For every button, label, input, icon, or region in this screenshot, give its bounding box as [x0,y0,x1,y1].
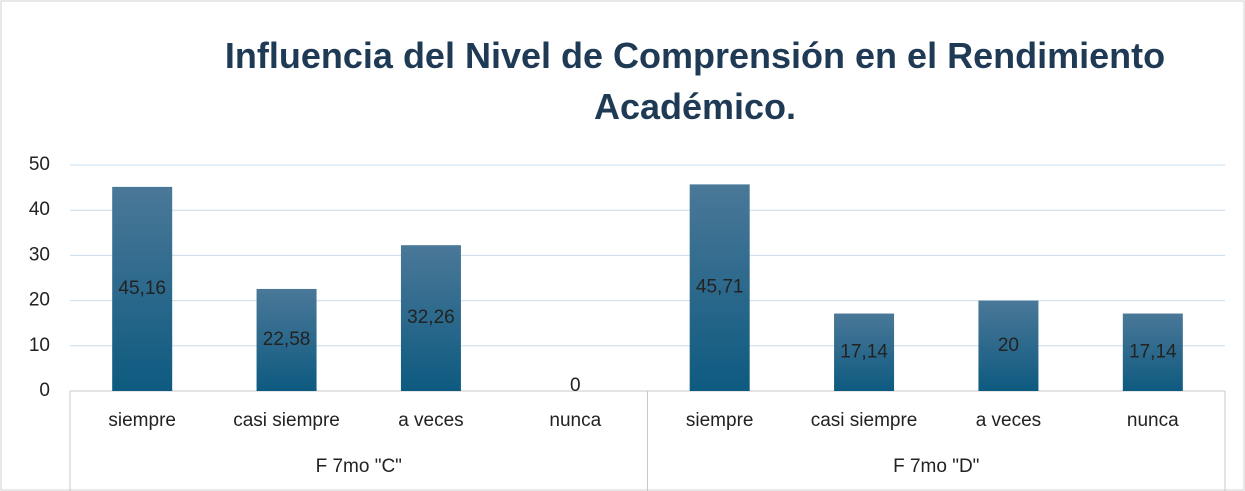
data-label: 17,14 [1129,341,1177,362]
chart-title: Influencia del Nivel de Comprensión en e… [224,35,1166,127]
x-tick-label: nunca [549,410,601,431]
data-label: 22,58 [263,329,311,350]
bar [112,186,173,391]
bar [1122,313,1183,391]
data-label: 0 [570,375,581,396]
bar [256,288,317,391]
y-tick-label: 50 [29,154,50,175]
data-label: 17,14 [840,341,888,362]
data-label: 32,26 [407,307,455,328]
bar [400,245,461,391]
x-tick-label: casi siempre [811,410,918,431]
x-tick-label: casi siempre [233,410,340,431]
y-tick-label: 40 [29,199,50,220]
group-label: F 7mo "C" [316,456,402,477]
x-tick-label: a veces [976,410,1041,431]
y-tick-label: 30 [29,244,50,265]
x-tick-label: a veces [398,410,463,431]
data-label: 45,16 [118,278,166,299]
data-label: 45,71 [696,277,744,298]
x-tick-label: siempre [686,410,754,431]
y-tick-label: 20 [29,290,50,311]
bar [689,184,750,391]
group-label: F 7mo "D" [893,456,979,477]
x-tick-label: nunca [1127,410,1179,431]
data-label: 20 [998,335,1019,356]
bar [834,313,895,391]
y-tick-label: 0 [39,380,50,401]
y-tick-label: 10 [29,335,50,356]
bar [978,300,1039,391]
x-tick-label: siempre [108,410,176,431]
